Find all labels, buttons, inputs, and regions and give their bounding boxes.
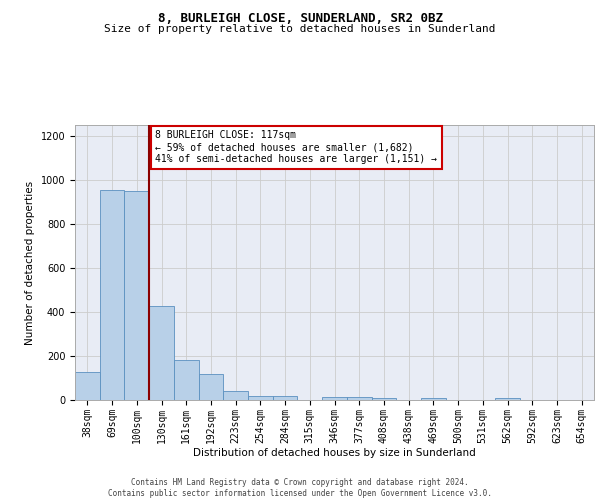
Text: Contains HM Land Registry data © Crown copyright and database right 2024.
Contai: Contains HM Land Registry data © Crown c… (108, 478, 492, 498)
Text: Size of property relative to detached houses in Sunderland: Size of property relative to detached ho… (104, 24, 496, 34)
Bar (495, 398, 520, 400)
Bar (199, 374, 223, 400)
Bar (223, 391, 248, 400)
Text: 8, BURLEIGH CLOSE, SUNDERLAND, SR2 0BZ: 8, BURLEIGH CLOSE, SUNDERLAND, SR2 0BZ (157, 12, 443, 26)
X-axis label: Distribution of detached houses by size in Sunderland: Distribution of detached houses by size … (193, 448, 476, 458)
Bar (322, 396, 347, 400)
Bar (273, 396, 298, 400)
Bar (124, 192, 149, 400)
Bar (75, 372, 100, 400)
Bar (371, 398, 396, 400)
Bar (248, 396, 273, 400)
Bar (347, 396, 371, 400)
Text: 8 BURLEIGH CLOSE: 117sqm
← 59% of detached houses are smaller (1,682)
41% of sem: 8 BURLEIGH CLOSE: 117sqm ← 59% of detach… (155, 130, 437, 164)
Bar (174, 360, 199, 400)
Bar (100, 190, 124, 400)
Bar (149, 306, 174, 400)
Y-axis label: Number of detached properties: Number of detached properties (25, 180, 35, 344)
Bar (421, 398, 446, 400)
